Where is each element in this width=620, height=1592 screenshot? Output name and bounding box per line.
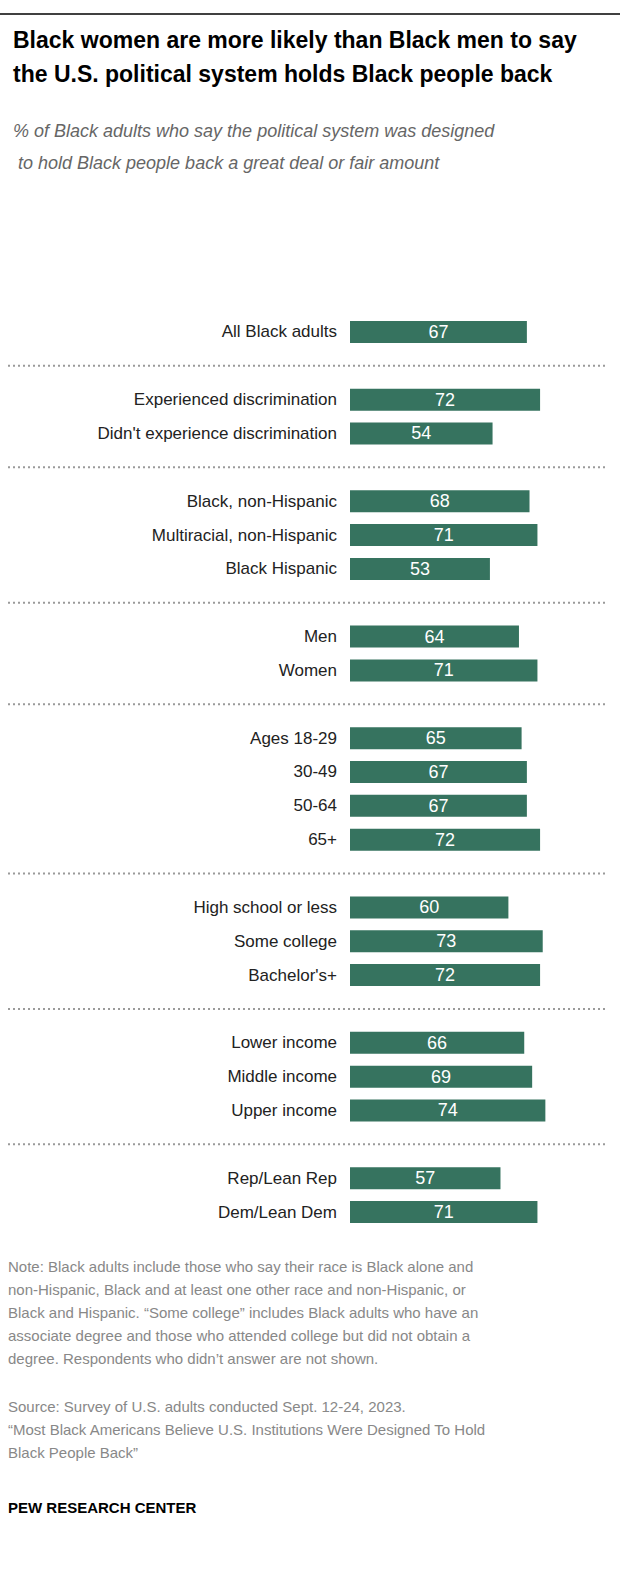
svg-text:64: 64 [424,627,444,647]
svg-text:Multiracial, non-Hispanic: Multiracial, non-Hispanic [152,526,338,545]
svg-text:69: 69 [431,1067,451,1087]
svg-text:degree. Respondents who didn’t: degree. Respondents who didn’t answer ar… [8,1350,378,1367]
svg-text:Didn't experience discriminati: Didn't experience discrimination [98,424,337,443]
svg-text:Black, non-Hispanic: Black, non-Hispanic [187,492,338,511]
svg-text:65+: 65+ [308,830,337,849]
svg-text:Upper income: Upper income [231,1101,337,1120]
svg-text:“Most Black Americans Believe: “Most Black Americans Believe U.S. Insti… [8,1421,489,1438]
svg-text:57: 57 [415,1168,435,1188]
svg-text:Dem/Lean Dem: Dem/Lean Dem [218,1203,337,1222]
svg-text:High school or less: High school or less [193,898,337,917]
svg-text:66: 66 [427,1033,447,1053]
svg-text:Women: Women [279,661,337,680]
svg-text:Some college: Some college [234,932,337,951]
svg-text:Source: Survey of U.S. adults: Source: Survey of U.S. adults conducted … [8,1398,406,1415]
svg-text:associate degree and those who: associate degree and those who attended … [8,1327,474,1344]
svg-text:non-Hispanic, Black and at lea: non-Hispanic, Black and at least one oth… [8,1281,470,1298]
svg-text:to hold Black people back a gr: to hold Black people back a great deal o… [13,153,440,173]
svg-text:53: 53 [410,559,430,579]
svg-text:72: 72 [435,830,455,850]
svg-text:Ages 18-29: Ages 18-29 [250,729,337,748]
svg-text:71: 71 [434,525,454,545]
svg-text:Middle income: Middle income [227,1067,337,1086]
svg-text:Men: Men [304,627,337,646]
svg-text:% of Black adults who say the: % of Black adults who say the political … [13,121,495,141]
svg-text:Note: Black adults include tho: Note: Black adults include those who say… [8,1258,477,1275]
svg-text:67: 67 [428,322,448,342]
svg-text:65: 65 [426,728,446,748]
svg-text:72: 72 [435,965,455,985]
svg-text:71: 71 [434,660,454,680]
svg-text:Black People Back”: Black People Back” [8,1444,138,1461]
svg-text:54: 54 [411,423,431,443]
svg-text:Lower income: Lower income [231,1033,337,1052]
svg-text:Black Hispanic: Black Hispanic [226,559,338,578]
svg-text:Black women are more likely th: Black women are more likely than Black m… [13,27,583,53]
svg-text:Bachelor's+: Bachelor's+ [248,966,337,985]
svg-text:67: 67 [428,762,448,782]
svg-text:67: 67 [428,796,448,816]
svg-text:68: 68 [430,491,450,511]
svg-text:72: 72 [435,390,455,410]
svg-text:60: 60 [419,897,439,917]
svg-text:71: 71 [434,1202,454,1222]
svg-text:74: 74 [438,1100,458,1120]
svg-text:All Black adults: All Black adults [222,322,337,341]
svg-text:Black and Hispanic. “Some coll: Black and Hispanic. “Some college” inclu… [8,1304,482,1321]
svg-text:Experienced discrimination: Experienced discrimination [134,390,337,409]
svg-text:30-49: 30-49 [294,762,337,781]
svg-text:Rep/Lean Rep: Rep/Lean Rep [227,1169,337,1188]
svg-text:73: 73 [436,931,456,951]
svg-text:the U.S. political system hold: the U.S. political system holds Black pe… [13,61,553,87]
svg-text:PEW RESEARCH CENTER: PEW RESEARCH CENTER [8,1499,197,1516]
svg-text:50-64: 50-64 [294,796,337,815]
